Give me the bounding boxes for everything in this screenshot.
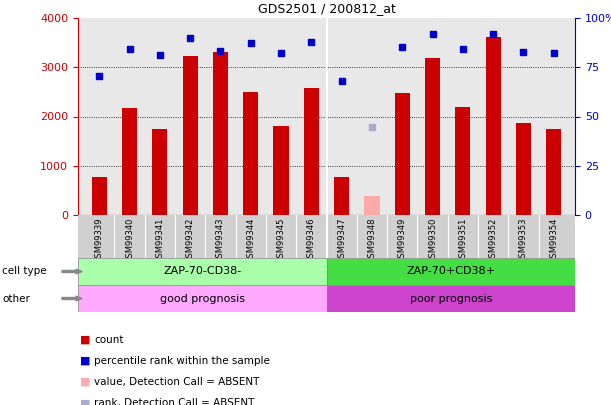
Bar xyxy=(364,196,379,215)
Text: ZAP-70+CD38+: ZAP-70+CD38+ xyxy=(406,266,496,277)
Bar xyxy=(152,129,167,215)
Text: rank, Detection Call = ABSENT: rank, Detection Call = ABSENT xyxy=(94,398,254,405)
Text: GSM99354: GSM99354 xyxy=(549,217,558,262)
Text: GSM99342: GSM99342 xyxy=(186,217,195,262)
Bar xyxy=(274,126,288,215)
Title: GDS2501 / 200812_at: GDS2501 / 200812_at xyxy=(258,2,395,15)
Bar xyxy=(326,285,575,312)
Text: GSM99350: GSM99350 xyxy=(428,217,437,262)
Bar xyxy=(425,58,440,215)
Text: GSM99352: GSM99352 xyxy=(489,217,498,262)
Bar xyxy=(334,177,349,215)
Text: other: other xyxy=(2,294,30,303)
Text: ZAP-70-CD38-: ZAP-70-CD38- xyxy=(163,266,241,277)
Text: ■: ■ xyxy=(80,335,90,345)
Bar xyxy=(304,88,319,215)
Text: GSM99351: GSM99351 xyxy=(458,217,467,262)
Text: GSM99343: GSM99343 xyxy=(216,217,225,263)
Text: poor prognosis: poor prognosis xyxy=(409,294,492,303)
Text: ■: ■ xyxy=(80,398,90,405)
Bar xyxy=(243,92,258,215)
Text: GSM99339: GSM99339 xyxy=(95,217,104,263)
Text: GSM99346: GSM99346 xyxy=(307,217,316,263)
Text: GSM99341: GSM99341 xyxy=(155,217,164,262)
Text: cell type: cell type xyxy=(2,266,46,277)
Bar xyxy=(78,258,326,285)
Bar xyxy=(122,108,137,215)
Text: ■: ■ xyxy=(80,356,90,366)
Bar xyxy=(92,177,107,215)
Text: GSM99340: GSM99340 xyxy=(125,217,134,262)
Text: count: count xyxy=(94,335,123,345)
Text: percentile rank within the sample: percentile rank within the sample xyxy=(94,356,270,366)
Bar xyxy=(486,37,501,215)
Bar xyxy=(213,53,228,215)
Text: value, Detection Call = ABSENT: value, Detection Call = ABSENT xyxy=(94,377,260,387)
Text: GSM99344: GSM99344 xyxy=(246,217,255,262)
Text: GSM99347: GSM99347 xyxy=(337,217,346,263)
Bar xyxy=(326,258,575,285)
Text: ■: ■ xyxy=(80,377,90,387)
Text: GSM99348: GSM99348 xyxy=(367,217,376,263)
Text: GSM99353: GSM99353 xyxy=(519,217,528,263)
Bar xyxy=(183,56,198,215)
Bar xyxy=(546,129,562,215)
Text: GSM99349: GSM99349 xyxy=(398,217,407,262)
Text: GSM99345: GSM99345 xyxy=(277,217,285,262)
Bar xyxy=(395,93,410,215)
Bar xyxy=(455,107,470,215)
Bar xyxy=(516,124,531,215)
Text: good prognosis: good prognosis xyxy=(159,294,245,303)
Bar xyxy=(78,285,326,312)
